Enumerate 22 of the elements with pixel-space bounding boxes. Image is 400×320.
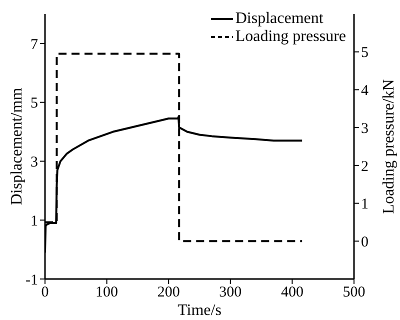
x-tick-label: 500 bbox=[342, 284, 366, 301]
y2-tick-label: 4 bbox=[361, 83, 369, 100]
x-tick-label: 300 bbox=[219, 284, 242, 301]
y2-tick-label: 2 bbox=[361, 158, 368, 175]
y-tick-label: 7 bbox=[30, 36, 38, 53]
y2-axis-title: Loading pressure/kN bbox=[380, 78, 398, 214]
y-tick-label: 1 bbox=[30, 213, 38, 230]
y2-tick-label: 3 bbox=[361, 120, 368, 137]
x-tick-label: 100 bbox=[96, 284, 118, 301]
y2-tick-label: 1 bbox=[361, 196, 368, 213]
y2-tick-label: 0 bbox=[361, 234, 368, 250]
x-tick-label: 0 bbox=[41, 284, 49, 301]
x-tick-label: 200 bbox=[157, 284, 180, 301]
y-tick-label: 3 bbox=[30, 154, 38, 171]
y-tick-label: -1 bbox=[26, 272, 38, 288]
y-tick-label: 5 bbox=[30, 96, 38, 112]
y-axis-title: Displacement/mm bbox=[8, 87, 26, 206]
x-tick-label: 400 bbox=[280, 284, 304, 301]
y2-tick-label: 5 bbox=[361, 45, 368, 62]
x-axis-title: Time/s bbox=[178, 302, 222, 319]
legend-label: Loading pressure bbox=[235, 28, 346, 46]
legend-label: Displacement bbox=[235, 10, 324, 28]
